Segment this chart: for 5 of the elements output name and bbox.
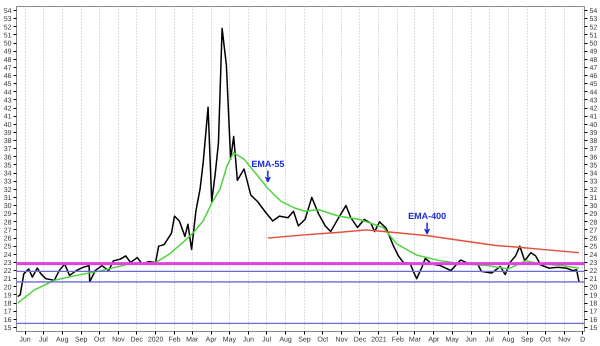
line-series — [16, 152, 580, 304]
annotation: EMA-400 — [408, 211, 446, 221]
line-series — [267, 229, 580, 254]
annotation: EMA-55 — [251, 159, 284, 169]
line-series — [16, 28, 580, 298]
